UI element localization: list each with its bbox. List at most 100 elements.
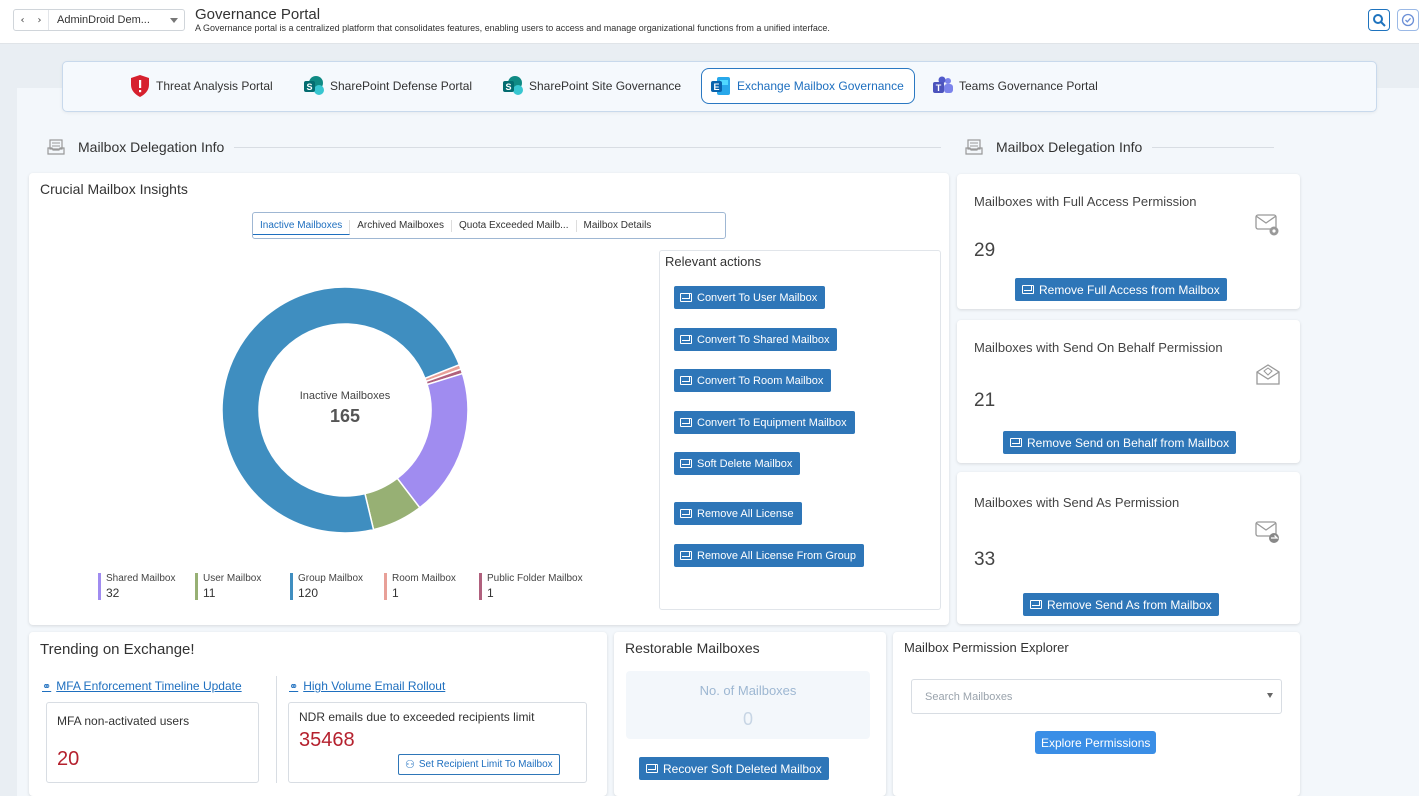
button-label: Convert To Shared Mailbox [697,333,830,346]
legend-value: 1 [392,586,399,600]
insights-tabs: Inactive Mailboxes Archived Mailboxes Qu… [252,212,726,239]
mailbox-icon [680,376,692,385]
legend-value: 11 [203,586,216,600]
button-label: Remove All License From Group [697,549,856,562]
search-placeholder: Search Mailboxes [925,690,1013,703]
mailbox-user-icon [680,293,692,302]
remove-send-on-behalf-button[interactable]: Remove Send on Behalf from Mailbox [1003,431,1237,454]
tab-inactive-mailboxes[interactable]: Inactive Mailboxes [253,219,351,235]
tab-threat-analysis[interactable]: Threat Analysis Portal [121,68,281,104]
convert-to-shared-mailbox-button[interactable]: Convert To Shared Mailbox [674,328,838,351]
donut-slice-group-mailbox[interactable] [221,286,461,534]
shield-icon [131,75,149,97]
button-label: Remove All License [697,507,794,520]
convert-to-user-mailbox-button[interactable]: Convert To User Mailbox [674,286,826,309]
full-access-card: Mailboxes with Full Access Permission 29… [957,174,1300,309]
mailbox-delete-icon [680,459,692,468]
trending-title: Trending on Exchange! [40,641,195,658]
forward-icon[interactable]: › [37,14,42,26]
legend-shared: Shared Mailbox 32 [98,573,175,600]
card-label: Mailboxes with Send As Permission [974,495,1180,510]
verify-button[interactable] [1397,9,1419,31]
soft-delete-mailbox-button[interactable]: Soft Delete Mailbox [674,452,801,475]
button-label: Soft Delete Mailbox [697,457,793,470]
ndr-label: NDR emails due to exceeded recipients li… [299,710,535,724]
card-label: Mailboxes with Send On Behalf Permission [974,340,1223,355]
remove-send-as-button[interactable]: Remove Send As from Mailbox [1023,593,1219,616]
legend-public-folder: Public Folder Mailbox 1 [479,573,583,600]
legend-value: 120 [298,586,319,600]
mail-icon [646,764,658,773]
remove-all-license-button[interactable]: Remove All License [674,502,802,525]
link-label: MFA Enforcement Timeline Update [56,679,242,693]
section-title: Mailbox Delegation Info [78,139,225,155]
inbox-icon [965,139,983,155]
remove-full-access-button[interactable]: Remove Full Access from Mailbox [1015,278,1227,301]
card-label: Mailboxes with Full Access Permission [974,194,1197,209]
portal-tab-bar: Threat Analysis Portal S SharePoint Defe… [62,61,1377,112]
button-label: Remove Send As from Mailbox [1047,597,1212,612]
remove-all-license-from-group-button[interactable]: Remove All License From Group [674,544,864,567]
tab-label: Teams Governance Portal [959,79,1098,93]
section-title: Mailbox Delegation Info [996,139,1143,155]
page-title: Governance Portal [195,6,321,23]
explorer-title: Mailbox Permission Explorer [904,640,1069,655]
divider [276,676,277,783]
ndr-value: 35468 [299,729,355,751]
explore-permissions-button[interactable]: Explore Permissions [1035,731,1157,754]
tab-sharepoint-site-governance[interactable]: S SharePoint Site Governance [494,68,689,104]
donut-chart [221,286,469,534]
relevant-actions-panel: Relevant actions Convert To User Mailbox… [659,250,941,610]
sharepoint-icon: S [304,76,324,95]
convert-to-room-mailbox-button[interactable]: Convert To Room Mailbox [674,369,832,392]
search-icon [1373,14,1386,27]
button-label: Convert To Equipment Mailbox [697,416,847,429]
convert-to-equipment-mailbox-button[interactable]: Convert To Equipment Mailbox [674,411,855,434]
card-value: 21 [974,390,996,411]
tab-quota-exceeded[interactable]: Quota Exceeded Mailb... [452,219,577,232]
teams-icon: T [933,76,953,93]
tab-label: SharePoint Site Governance [529,79,682,93]
tab-label: SharePoint Defense Portal [330,79,473,93]
mail-gear-icon [1255,214,1279,236]
sharepoint-icon: S [503,76,523,95]
top-bar: ‹ › AdminDroid Dem... Governance Portal … [0,0,1419,44]
tenant-name: AdminDroid Dem... [57,14,150,26]
back-icon[interactable]: ‹ [20,14,25,26]
tab-sharepoint-defense[interactable]: S SharePoint Defense Portal [295,68,480,104]
mfa-enforcement-link[interactable]: ⚭ MFA Enforcement Timeline Update [42,679,242,693]
button-label: Remove Send on Behalf from Mailbox [1027,435,1230,450]
restorable-label: No. of Mailboxes [699,683,797,698]
svg-text:S: S [505,82,511,92]
tab-exchange-mailbox-governance[interactable]: E Exchange Mailbox Governance [701,68,915,104]
mfa-label: MFA non-activated users [57,714,190,728]
page-subtitle: A Governance portal is a centralized pla… [195,23,830,33]
license-icon [680,509,692,518]
chevron-down-icon [170,17,178,23]
legend-room: Room Mailbox 1 [384,573,456,600]
divider [234,146,941,148]
actions-title: Relevant actions [665,254,762,269]
mailbox-gear-icon [680,418,692,427]
mail-icon [1030,600,1042,609]
search-button[interactable] [1368,9,1390,31]
card-value: 33 [974,549,996,570]
set-recipient-limit-button[interactable]: ⚇ Set Recipient Limit To Mailbox [398,754,560,775]
mail-icon [1022,285,1034,294]
check-badge-icon [1401,13,1415,27]
divider [1152,146,1274,148]
tab-archived-mailboxes[interactable]: Archived Mailboxes [350,219,452,232]
button-label: Set Recipient Limit To Mailbox [418,759,553,770]
tab-mailbox-details[interactable]: Mailbox Details [583,219,652,231]
svg-text:E: E [713,82,719,92]
tenant-select[interactable]: AdminDroid Dem... [48,10,184,30]
tab-teams-governance[interactable]: T Teams Governance Portal [924,68,1106,104]
user-limit-icon: ⚇ [405,759,415,771]
inbox-icon [47,139,65,155]
high-volume-email-link[interactable]: ⚭ High Volume Email Rollout [289,679,445,693]
mailbox-icon [680,335,692,344]
search-mailboxes-select[interactable]: Search Mailboxes [911,679,1282,714]
recover-soft-deleted-button[interactable]: Recover Soft Deleted Mailbox [639,757,829,780]
card-value: 29 [974,240,996,261]
legend-label: Public Folder Mailbox [487,573,583,584]
